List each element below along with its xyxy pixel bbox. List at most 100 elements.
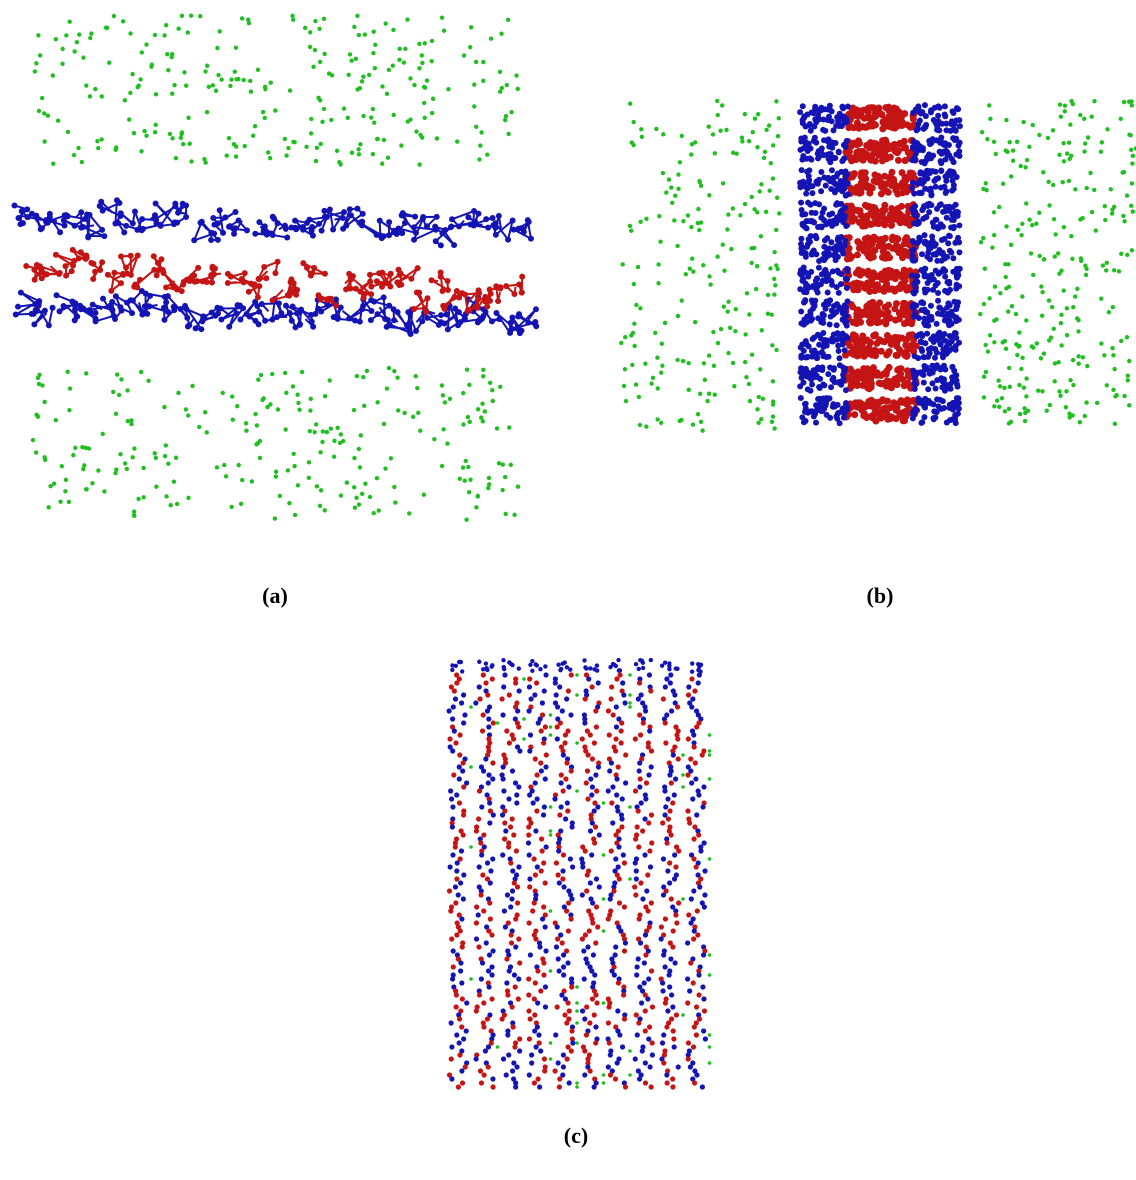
ion [1017, 330, 1021, 334]
head-bead [517, 666, 521, 670]
tail-bead [508, 824, 513, 829]
ion [240, 16, 244, 20]
tail-bead [902, 144, 909, 151]
head-bead [809, 382, 815, 388]
tail-bead [583, 696, 588, 701]
ion [740, 139, 744, 143]
ion [126, 419, 130, 423]
head-bead [57, 229, 63, 235]
tail-bead [489, 932, 494, 937]
ion [721, 243, 725, 247]
tail-bead [544, 752, 549, 757]
ion [1067, 179, 1071, 183]
ion [132, 131, 136, 135]
ion [659, 421, 663, 425]
tail-bead [560, 940, 565, 945]
head-bead [946, 385, 952, 391]
ion [758, 189, 762, 193]
tail-bead [458, 928, 463, 933]
ion [261, 396, 265, 400]
head-bead [486, 772, 491, 777]
ion [984, 370, 988, 374]
tail-bead [514, 848, 519, 853]
head-bead [829, 308, 835, 314]
ion [474, 60, 478, 64]
head-bead [840, 405, 846, 411]
ion [982, 302, 986, 306]
ion [506, 18, 510, 22]
ion [274, 470, 278, 474]
ion [375, 137, 379, 141]
head-bead [913, 407, 919, 413]
head-bead [512, 972, 517, 977]
ion [461, 391, 465, 395]
ion [1042, 257, 1046, 261]
ion [1007, 421, 1011, 425]
ion [487, 476, 491, 480]
tail-bead [461, 784, 466, 789]
head-bead [809, 354, 815, 360]
ion [219, 77, 223, 81]
ion [703, 378, 707, 382]
ion [288, 88, 292, 92]
ion [295, 392, 299, 396]
head-bead [812, 200, 818, 206]
tail-bead [638, 732, 643, 737]
head-bead [615, 808, 620, 813]
ion [1063, 109, 1067, 113]
head-bead [500, 852, 505, 857]
ion [771, 399, 775, 403]
tail-bead [538, 988, 543, 993]
ion [198, 14, 202, 18]
ion [777, 116, 781, 120]
head-bead [826, 144, 832, 150]
tail-bead [528, 1016, 533, 1021]
ion [303, 26, 307, 30]
tail-bead [557, 812, 562, 817]
ion [371, 51, 375, 55]
head-bead [953, 372, 959, 378]
ion [503, 475, 507, 479]
head-bead [828, 384, 834, 390]
tail-bead [880, 249, 887, 256]
ion [602, 1073, 606, 1077]
tail-bead [883, 304, 890, 311]
head-bead [486, 968, 491, 973]
ion [414, 374, 418, 378]
ion [469, 765, 473, 769]
ion [1034, 222, 1038, 226]
head-bead [828, 239, 834, 245]
ion [162, 405, 166, 409]
tail-bead [527, 920, 532, 925]
head-bead [637, 784, 642, 789]
ion [770, 420, 774, 424]
head-bead [817, 403, 823, 409]
head-bead [929, 272, 935, 278]
ion [432, 437, 436, 441]
tail-bead [348, 274, 354, 280]
head-bead [929, 380, 935, 386]
head-bead [942, 274, 948, 280]
ion [1059, 269, 1063, 273]
tail-bead [461, 760, 466, 765]
head-bead [845, 181, 851, 187]
ion [373, 66, 377, 70]
head-bead [935, 280, 941, 286]
head-bead [826, 354, 832, 360]
ion [1052, 217, 1056, 221]
ion [1127, 133, 1131, 137]
head-bead [517, 1048, 522, 1053]
head-bead [956, 222, 962, 228]
head-bead [542, 688, 547, 693]
head-bead [914, 370, 920, 376]
ion [1071, 358, 1075, 362]
ion [383, 21, 387, 25]
head-bead [561, 1052, 566, 1057]
head-bead [501, 684, 506, 689]
ion [469, 705, 473, 709]
ion [234, 46, 238, 50]
tail-bead [516, 996, 521, 1001]
ion [221, 391, 225, 395]
head-bead [928, 245, 934, 251]
ion [222, 463, 226, 467]
